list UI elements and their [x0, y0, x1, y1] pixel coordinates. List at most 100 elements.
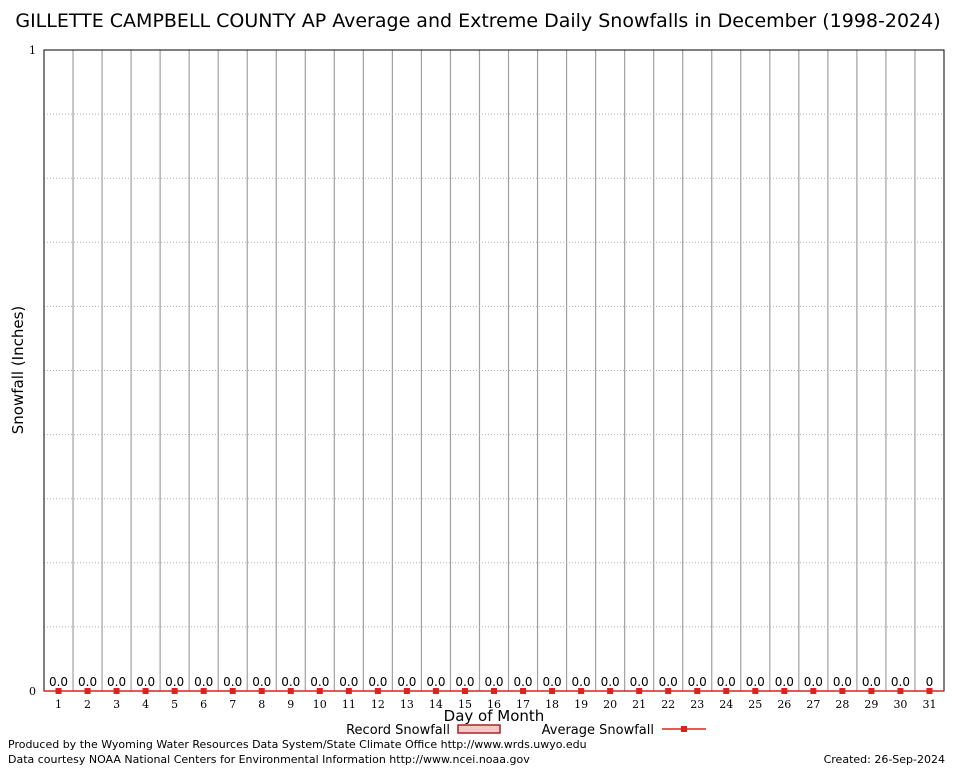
data-label: 0.0 — [339, 675, 358, 689]
average-point — [142, 688, 149, 694]
average-point — [636, 688, 643, 694]
data-label: 0.0 — [455, 675, 474, 689]
average-point — [694, 688, 701, 694]
footer-created-date: Created: 26-Sep-2024 — [823, 753, 945, 766]
footer-credit-line1: Produced by the Wyoming Water Resources … — [8, 738, 587, 751]
y-tick-label: 0 — [29, 685, 36, 698]
x-tick-label: 4 — [142, 698, 149, 711]
data-label: 0.0 — [107, 675, 126, 689]
data-label: 0.0 — [601, 675, 620, 689]
legend-average-label: Average Snowfall — [542, 723, 654, 738]
average-point — [723, 688, 730, 694]
average-point — [839, 688, 846, 694]
data-label: 0.0 — [630, 675, 649, 689]
data-label: 0.0 — [804, 675, 823, 689]
legend: Record Snowfall Average Snowfall — [346, 723, 706, 738]
x-tick-label: 29 — [864, 698, 878, 711]
x-tick-label: 11 — [342, 698, 356, 711]
average-point — [171, 688, 178, 694]
x-tick-label: 7 — [229, 698, 236, 711]
average-point — [200, 688, 207, 694]
average-line — [44, 688, 944, 694]
average-point — [374, 688, 381, 694]
data-label: 0.0 — [281, 675, 300, 689]
average-point — [578, 688, 585, 694]
y-tick-labels: 01 — [29, 44, 36, 698]
y-tick-label: 1 — [29, 44, 36, 57]
x-tick-label: 27 — [806, 698, 820, 711]
legend-average-marker — [681, 726, 687, 732]
x-tick-label: 13 — [400, 698, 414, 711]
x-tick-label: 19 — [574, 698, 588, 711]
x-tick-label: 15 — [458, 698, 472, 711]
data-label: 0.0 — [165, 675, 184, 689]
x-tick-label: 23 — [690, 698, 704, 711]
x-tick-label: 5 — [171, 698, 178, 711]
data-label: 0.0 — [426, 675, 445, 689]
average-point — [229, 688, 236, 694]
x-tick-label: 26 — [777, 698, 791, 711]
data-label: 0.0 — [833, 675, 852, 689]
average-point — [549, 688, 556, 694]
average-point — [403, 688, 410, 694]
x-tick-label: 8 — [258, 698, 265, 711]
x-tick-label: 18 — [545, 698, 559, 711]
average-point — [607, 688, 614, 694]
average-point — [113, 688, 120, 694]
x-tick-label: 20 — [603, 698, 617, 711]
legend-record-label: Record Snowfall — [346, 723, 450, 738]
data-label: 0.0 — [49, 675, 68, 689]
x-tick-label: 21 — [632, 698, 646, 711]
x-tick-label: 12 — [371, 698, 385, 711]
average-point — [491, 688, 497, 694]
average-point — [55, 688, 62, 694]
data-label: 0.0 — [397, 675, 416, 689]
x-tick-label: 17 — [516, 698, 530, 711]
footer-credit-line2: Data courtesy NOAA National Centers for … — [8, 753, 530, 766]
data-label: 0.0 — [746, 675, 765, 689]
x-tick-label: 9 — [287, 698, 294, 711]
average-point — [287, 688, 294, 694]
data-label: 0.0 — [543, 675, 562, 689]
data-label: 0.0 — [223, 675, 242, 689]
average-point — [520, 688, 527, 694]
data-label: 0.0 — [194, 675, 213, 689]
grid-lines — [44, 50, 944, 691]
data-labels: 0.0 0.0 0.0 0.0 0.0 0.0 0.0 0.0 0.0 0.0 0.0 0.0 0.0 0… — [49, 675, 933, 689]
legend-record-swatch — [457, 724, 501, 734]
average-point — [316, 688, 323, 694]
average-point — [926, 688, 933, 694]
average-point — [810, 688, 817, 694]
x-tick-label: 30 — [893, 698, 907, 711]
data-label: 0.0 — [572, 675, 591, 689]
average-point — [432, 688, 439, 694]
x-tick-label: 24 — [719, 698, 733, 711]
data-label: 0.0 — [310, 675, 329, 689]
x-tick-label: 22 — [661, 698, 675, 711]
data-label: 0.0 — [862, 675, 881, 689]
data-label: 0.0 — [252, 675, 271, 689]
data-label: 0.0 — [659, 675, 678, 689]
data-label: 0.0 — [891, 675, 910, 689]
average-point — [781, 688, 788, 694]
x-tick-label: 10 — [313, 698, 327, 711]
x-tick-label: 25 — [748, 698, 762, 711]
data-label: 0.0 — [484, 675, 503, 689]
data-label: 0 — [926, 675, 934, 689]
x-tick-labels: 1 2 3 4 5 6 7 8 9 10 11 12 13 14 15 16 17 18 19 20 21 22 23 24 2… — [55, 698, 936, 711]
data-label: 0.0 — [688, 675, 707, 689]
y-axis-label: Snowfall (Inches) — [9, 306, 27, 434]
x-tick-label: 1 — [55, 698, 62, 711]
data-label: 0.0 — [775, 675, 794, 689]
x-tick-label: 6 — [200, 698, 207, 711]
average-point — [84, 688, 91, 694]
x-axis-label: Day of Month — [444, 707, 545, 725]
x-tick-label: 3 — [113, 698, 120, 711]
average-point — [752, 688, 759, 694]
chart-title: GILLETTE CAMPBELL COUNTY AP Average and … — [15, 10, 940, 32]
x-tick-label: 2 — [84, 698, 91, 711]
average-point — [868, 688, 875, 694]
data-label: 0.0 — [136, 675, 155, 689]
